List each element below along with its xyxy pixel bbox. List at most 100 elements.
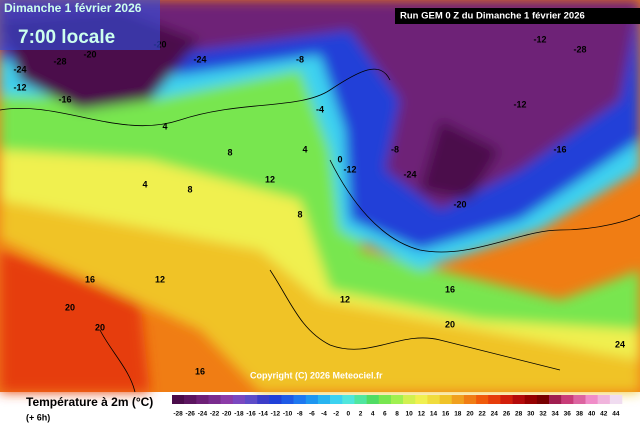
colorbar-cell — [366, 395, 380, 404]
colorbar-tick-label: 22 — [479, 411, 487, 418]
colorbar-cell — [172, 395, 185, 404]
map-value-label: -16 — [553, 144, 566, 154]
colorbar-tick-label: 24 — [491, 411, 499, 418]
map-value-label: -24 — [193, 54, 206, 64]
colorbar-cell — [390, 395, 404, 404]
colorbar-cell — [257, 395, 270, 404]
legend-step: (+ 6h) — [26, 412, 50, 422]
map-value-label: 20 — [95, 322, 105, 332]
map-value-label: 4 — [302, 144, 307, 154]
colorbar-tick-label: 12 — [418, 411, 426, 418]
colorbar-tick-label: -24 — [198, 411, 208, 418]
map-value-label: -16 — [58, 94, 71, 104]
colorbar-cell — [317, 395, 331, 404]
colorbar-cell — [342, 395, 355, 404]
colorbar-tick-label: 6 — [383, 411, 387, 418]
legend-title: Température à 2m (°C) — [26, 395, 153, 409]
colorbar-cell — [244, 395, 258, 404]
colorbar-cell — [196, 395, 209, 404]
colorbar-cell — [293, 395, 307, 404]
colorbar-tick-label: 36 — [564, 411, 572, 418]
colorbar-tick-label: -18 — [234, 411, 244, 418]
map-value-label: 8 — [187, 184, 192, 194]
map-value-label: 12 — [155, 274, 165, 284]
map-value-label: -24 — [13, 64, 26, 74]
map-value-label: -8 — [296, 54, 304, 64]
map-value-label: -20 — [453, 199, 466, 209]
map-value-label: 8 — [297, 209, 302, 219]
colorbar-tick-label: -14 — [259, 411, 269, 418]
map-value-label: -12 — [513, 99, 526, 109]
map-value-label: 4 — [162, 121, 167, 131]
colorbar-tick-label: 16 — [442, 411, 450, 418]
colorbar-tick-label: 2 — [359, 411, 363, 418]
map-value-label: 12 — [265, 174, 275, 184]
header-date: Dimanche 1 février 2026 — [4, 1, 142, 15]
colorbar-cell — [512, 395, 526, 404]
colorbar-tick-label: 44 — [612, 411, 620, 418]
map-value-label: 20 — [445, 319, 455, 329]
map-value-label: 16 — [445, 284, 455, 294]
map-value-label: 24 — [615, 339, 625, 349]
header-box — [0, 0, 160, 50]
colorbar-cell — [354, 395, 367, 404]
colorbar-tick-label: 18 — [454, 411, 462, 418]
colorbar-tick-label: 0 — [347, 411, 351, 418]
colorbar-cell — [500, 395, 513, 404]
colorbar-cell — [305, 395, 319, 404]
colorbar-cell — [488, 395, 501, 404]
map-value-label: 20 — [65, 302, 75, 312]
colorbar-tick-label: 34 — [551, 411, 559, 418]
colorbar-cell — [597, 395, 611, 404]
map-value-label: -12 — [343, 164, 356, 174]
colorbar: -28 -26 -24 -22 -20 -18 -16 -14 -12 -10 -8 -6 -4 -2 0 2… — [172, 395, 623, 418]
colorbar-cell — [609, 395, 623, 404]
colorbar-tick-label: 28 — [515, 411, 523, 418]
map-value-label: 16 — [195, 366, 205, 376]
colorbar-tick-label: 8 — [395, 411, 399, 418]
colorbar-tick-label: -10 — [283, 411, 293, 418]
map-value-label: 12 — [340, 294, 350, 304]
colorbar-cell — [463, 395, 477, 404]
colorbar-cell — [536, 395, 550, 404]
colorbar-cell — [269, 395, 282, 404]
colorbar-tick-label: 4 — [371, 411, 375, 418]
colorbar-tick-label: 20 — [466, 411, 474, 418]
map-value-label: 8 — [227, 147, 232, 157]
colorbar-cell — [549, 395, 562, 404]
copyright: Copyright (C) 2026 Meteociel.fr — [250, 370, 383, 380]
colorbar-tick-label: -26 — [186, 411, 196, 418]
colorbar-cell — [281, 395, 294, 404]
colorbar-tick-label: -8 — [297, 411, 303, 418]
colorbar-cell — [427, 395, 440, 404]
map-value-label: -20 — [83, 49, 96, 59]
colorbar-cell — [524, 395, 538, 404]
colorbar-tick-label: 40 — [588, 411, 596, 418]
map-value-label: -8 — [391, 144, 399, 154]
colorbar-cell — [378, 395, 392, 404]
colorbar-cell — [220, 395, 234, 404]
colorbar-cell — [439, 395, 453, 404]
colorbar-tick-label: -6 — [309, 411, 315, 418]
colorbar-tick-label: 42 — [600, 411, 608, 418]
colorbar-cell — [184, 395, 197, 404]
colorbar-cell — [573, 395, 586, 404]
colorbar-cell — [403, 395, 416, 404]
colorbar-tick-label: -16 — [246, 411, 256, 418]
colorbar-tick-label: 32 — [539, 411, 547, 418]
colorbar-cell — [208, 395, 221, 404]
run-box — [395, 8, 640, 24]
colorbar-tick-label: -2 — [333, 411, 339, 418]
header-time: 7:00 locale — [18, 27, 115, 48]
colorbar-tick-label: -12 — [271, 411, 281, 418]
map-value-label: -12 — [13, 82, 26, 92]
map-value-label: -4 — [316, 104, 324, 114]
colorbar-tick-label: -20 — [222, 411, 232, 418]
map-value-label: 16 — [85, 274, 95, 284]
colorbar-cell — [585, 395, 598, 404]
map-value-label: -24 — [403, 169, 416, 179]
map-value-label: -12 — [533, 34, 546, 44]
map-value-label: 0 — [337, 154, 342, 164]
colorbar-cell — [476, 395, 489, 404]
